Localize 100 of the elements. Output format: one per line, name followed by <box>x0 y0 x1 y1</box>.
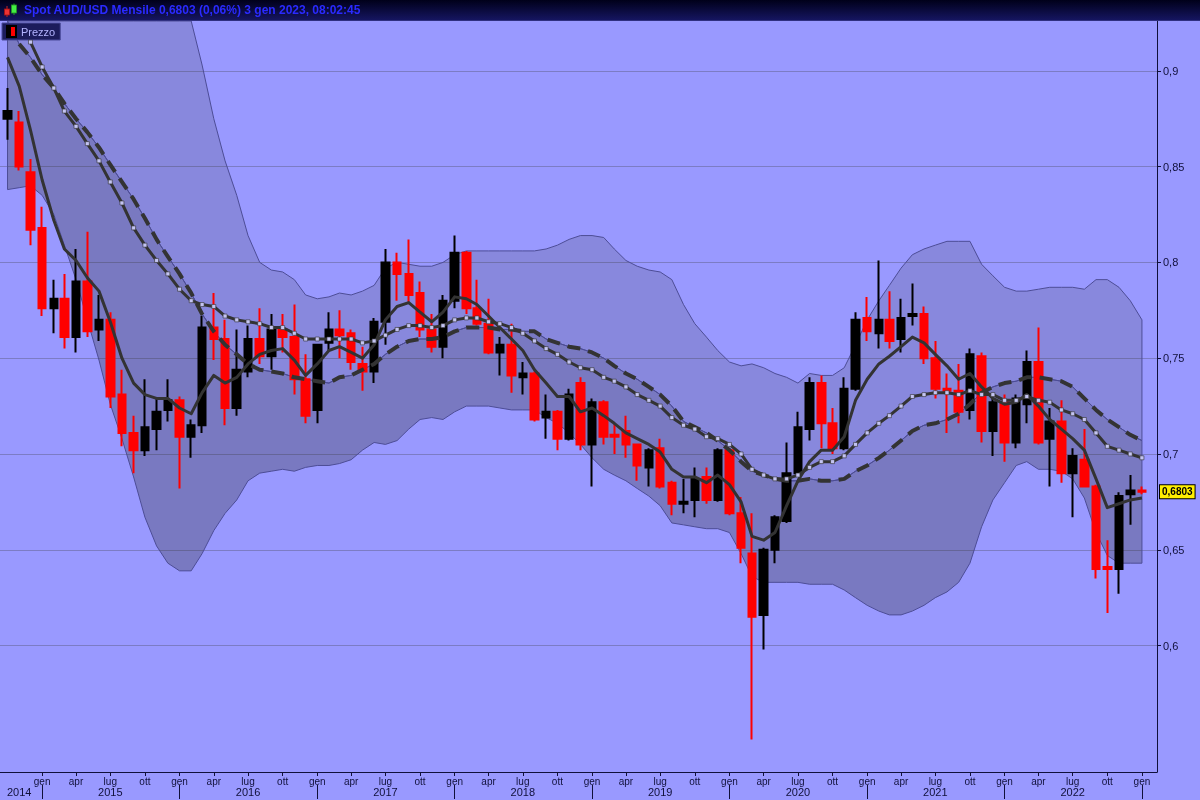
candlestick <box>678 477 689 515</box>
x-tick-label: gen <box>583 775 601 787</box>
x2-tick-label: 2019 <box>647 785 673 798</box>
candlestick <box>541 393 551 440</box>
candlestick <box>105 311 116 409</box>
candlestick <box>930 339 941 400</box>
candlestick <box>2 87 13 141</box>
candlestick <box>1044 406 1055 488</box>
candlestick <box>277 313 288 354</box>
candlestick <box>793 410 803 477</box>
x-tick-label: ott <box>964 775 976 787</box>
candlestick <box>1067 447 1078 519</box>
x2-tick-label: 2016 <box>235 785 261 798</box>
x-tick-label: apr <box>481 775 497 787</box>
y-tick-label: 0,75 <box>1163 352 1185 365</box>
candlestick <box>690 466 700 519</box>
y-tick-label: 0,8 <box>1163 256 1179 269</box>
candlestick <box>59 272 70 350</box>
candlestick <box>758 546 769 651</box>
candlestick <box>942 372 952 434</box>
candlestick <box>495 336 505 377</box>
candlestick <box>552 408 563 452</box>
candlestick <box>564 387 574 442</box>
x2-tick-label: 2022 <box>1060 785 1085 798</box>
chart-title: Spot AUD/USD Mensile 0,6803 (0,06%) 3 gen 2023, 08:02:45 <box>24 3 361 17</box>
candlestick <box>919 305 929 365</box>
x-tick-label: lug <box>378 775 393 787</box>
candlestick <box>736 496 746 565</box>
candlestick <box>1091 483 1101 580</box>
candlestick <box>506 322 517 394</box>
x-tick-label: lug <box>653 775 667 787</box>
candlestick <box>1102 539 1113 614</box>
candlestick <box>988 397 998 457</box>
candlestick <box>1079 428 1090 488</box>
candlestick <box>850 311 861 392</box>
x-tick-label: gen <box>171 775 188 787</box>
candlestick <box>128 414 139 475</box>
candlestick <box>896 297 906 354</box>
x-tick-label: lug <box>516 775 530 787</box>
y-tick-label: 0,85 <box>1163 160 1185 173</box>
legend-label: Prezzo <box>21 25 56 38</box>
x2-tick-label: 2015 <box>98 785 123 798</box>
candlestick <box>300 353 311 425</box>
x-tick-label: ott <box>277 775 289 787</box>
x-tick-label: lug <box>928 775 942 787</box>
x2-tick-label: 2017 <box>373 785 398 798</box>
candlestick <box>907 282 918 327</box>
candlestick <box>404 238 414 304</box>
candlestick <box>392 251 402 302</box>
y-tick-label: 0,6 <box>1163 639 1179 652</box>
candlestick <box>94 293 104 342</box>
candlestick <box>862 295 872 342</box>
y-tick-label: 0,65 <box>1163 543 1185 556</box>
candlestick <box>529 370 540 423</box>
candlestick <box>575 376 586 452</box>
candlestick <box>518 361 528 396</box>
candlestick <box>334 309 345 360</box>
x-tick-label: lug <box>1066 775 1080 787</box>
y-tick-label: 0,9 <box>1163 64 1179 77</box>
candlestick <box>713 447 723 503</box>
candlestick <box>587 397 597 488</box>
candlestick <box>174 395 185 490</box>
x-tick-label: gen <box>996 775 1013 787</box>
candlestick <box>254 307 265 365</box>
candlestick <box>874 259 884 350</box>
candlestick <box>632 443 642 482</box>
x-tick-label: apr <box>1031 775 1047 787</box>
x-tick-label: gen <box>1133 775 1151 787</box>
candlestick <box>1137 485 1147 496</box>
x-tick-label: apr <box>206 775 222 787</box>
candlestick <box>151 397 162 452</box>
candlestick <box>49 278 59 335</box>
x2-tick-label: 2014 <box>6 785 32 798</box>
candlestick <box>483 297 494 356</box>
x-tick-label: apr <box>68 775 84 787</box>
candlestick <box>231 328 242 417</box>
x-tick-label: lug <box>241 775 255 787</box>
candlestick <box>186 418 196 459</box>
x-tick-label: ott <box>551 775 564 787</box>
candlestick <box>1125 474 1136 526</box>
candlestick <box>163 378 173 423</box>
candlestick <box>197 315 207 434</box>
x-tick-label: ott <box>139 775 151 787</box>
x-tick-label: gen <box>721 775 738 787</box>
x-tick-label: apr <box>343 775 360 787</box>
y-tick-label: 0,7 <box>1163 447 1179 460</box>
candlestick <box>71 247 81 354</box>
candlestick <box>380 247 391 346</box>
x-tick-label: apr <box>893 775 909 787</box>
x-tick-label: gen <box>33 775 51 787</box>
candlestick <box>117 368 127 448</box>
candlestick <box>14 110 24 172</box>
candlestick <box>140 378 150 457</box>
candlestick <box>37 205 47 318</box>
x-tick-label: lug <box>103 775 117 787</box>
candlestick <box>747 512 757 741</box>
x-tick-label: apr <box>756 775 772 787</box>
x-tick-label: lug <box>791 775 805 787</box>
x-tick-label: ott <box>689 775 701 787</box>
candlestick <box>449 234 460 310</box>
